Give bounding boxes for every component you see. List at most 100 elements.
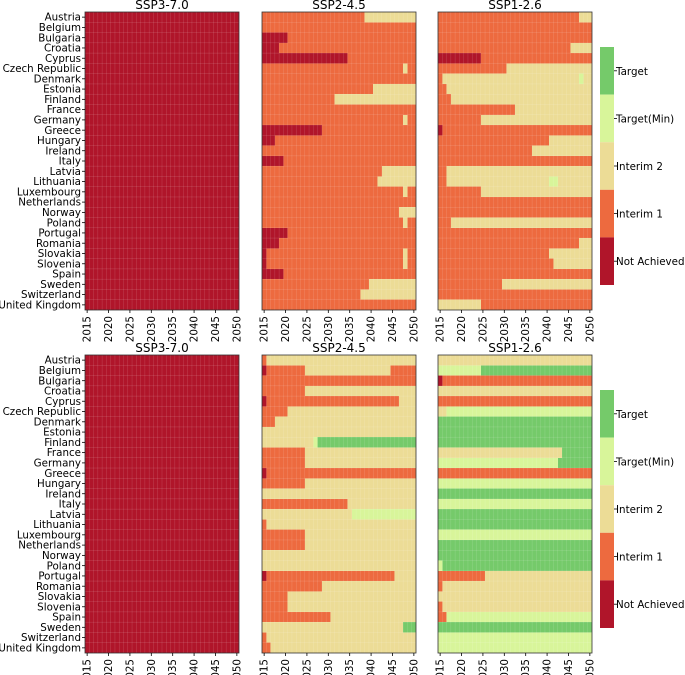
- cell-cyprus-2015-2050: [438, 396, 592, 407]
- cell-luxembourg-2049-2050: [407, 186, 416, 197]
- cell-gridlines: [262, 12, 416, 310]
- cell-france-2015-2050: [262, 104, 416, 115]
- cell-spain-2015-2050: [438, 268, 592, 280]
- cell-switzerland-2015-2050: [85, 632, 239, 643]
- cell-ireland-2037-2050: [532, 145, 592, 156]
- cell-bulgaria-2021-2050: [287, 32, 416, 43]
- cell-sweden-2015-2039: [262, 279, 369, 290]
- y-tick-label: Romania: [36, 238, 81, 250]
- cell-spain-2017-2050: [446, 611, 592, 623]
- y-tick-label: Belgium: [39, 22, 81, 34]
- cell-poland-2015-2050: [85, 217, 239, 228]
- y-tick-label: Germany: [34, 114, 81, 126]
- cell-hungary-2015-2040: [438, 135, 550, 146]
- cell-netherlands-2015-2024: [262, 539, 305, 551]
- cell-norway-2015-2050: [438, 207, 592, 218]
- cell-netherlands-2025-2050: [304, 539, 416, 551]
- cell-gridlines: [438, 355, 592, 653]
- y-tick-label: France: [47, 447, 81, 459]
- cell-germany-2025-2050: [480, 114, 592, 126]
- cell-romania-2015-2015: [438, 581, 443, 592]
- cell-latvia-2036-2050: [351, 509, 416, 520]
- cell-finland-2015-2050: [85, 437, 239, 448]
- x-tick-label: 2030: [146, 316, 158, 342]
- x-tick-label: 2050: [231, 659, 243, 675]
- colorbar-swatch: [600, 142, 614, 190]
- cell-france-2025-2050: [304, 447, 416, 458]
- y-tick-label: Austria: [45, 12, 81, 24]
- cell-latvia-2043-2050: [381, 166, 416, 177]
- cell-finland-2015-2017: [438, 94, 451, 105]
- cell-romania-2019-2050: [279, 238, 416, 249]
- y-tick-label: Cyprus: [45, 396, 81, 408]
- cell-cyprus-2015-2024: [438, 53, 481, 64]
- y-tick-label: Lithuania: [33, 519, 81, 531]
- panel-title: SSP2-4.5: [312, 341, 366, 355]
- cell-sweden-2015-2050: [85, 622, 239, 633]
- cell-finland-2032-2050: [334, 94, 416, 105]
- y-tick-label: Greece: [44, 125, 81, 137]
- cell-norway-2015-2050: [438, 550, 592, 561]
- cell-greece-2015-2050: [85, 125, 239, 136]
- cell-greece-2016-2050: [442, 125, 592, 136]
- panel-title: SSP1-2.6: [488, 0, 542, 12]
- y-tick-label: Finland: [44, 94, 81, 106]
- y-tick-label: Spain: [52, 612, 81, 624]
- cell-norway-2015-2050: [85, 207, 239, 218]
- cell-czech-republic-2015-2050: [85, 406, 239, 417]
- x-tick-label: 2015: [435, 659, 447, 675]
- panel-title: SSP3-7.0: [135, 341, 189, 355]
- heatmap-panel-bottom-SSP3-7.0: SSP3-7.0 AustriaBelgiumBulgariaCroatiaCyp…: [0, 341, 243, 675]
- cell-bulgaria-2015-2050: [85, 32, 239, 43]
- y-tick-label: Spain: [52, 269, 81, 281]
- x-tick-label: 2025: [124, 316, 136, 342]
- y-tick-label: United Kingdom: [0, 299, 81, 311]
- cell-switzerland-2015-2015: [262, 632, 267, 643]
- cell-slovakia-2016-2047: [266, 248, 404, 259]
- y-tick-label: Portugal: [38, 228, 81, 240]
- cell-lithuania-2041-2042: [549, 176, 558, 187]
- heatmap-panel-top-SSP1-2.6: SSP1-2.6 2015 2020 2025 2030 2035 2040 2045 2050: [435, 0, 597, 342]
- cell-sweden-2048-2050: [403, 622, 416, 633]
- x-tick-label: 2030: [499, 316, 511, 342]
- cell-gridlines: [85, 355, 239, 653]
- y-tick-label: United Kingdom: [0, 642, 81, 654]
- cell-belgium-2016-2024: [266, 365, 305, 376]
- cell-austria-2016-2050: [266, 355, 416, 366]
- cell-poland-2016-2050: [442, 560, 592, 571]
- cell-belgium-2015-2050: [438, 22, 592, 33]
- x-tick-label: 2020: [103, 316, 115, 342]
- colorbar-label: Not Achieved: [616, 599, 685, 611]
- cell-hungary-2041-2050: [549, 135, 592, 146]
- cell-lithuania-2015-2015: [262, 519, 267, 530]
- cell-slovakia-2015-2050: [85, 591, 239, 602]
- cell-finland-2015-2050: [438, 437, 592, 448]
- cell-cyprus-2015-2015: [262, 396, 267, 407]
- y-tick-label: Estonia: [43, 84, 81, 96]
- cell-sweden-2015-2050: [85, 279, 239, 290]
- cell-norway-2047-2050: [398, 207, 416, 218]
- colorbar-swatch: [600, 390, 614, 438]
- cell-united-kingdom-2015-2050: [85, 642, 239, 653]
- colorbar-label: Target: [615, 409, 648, 421]
- x-tick-label: 2030: [146, 659, 158, 675]
- x-tick-label: 2045: [387, 316, 399, 342]
- cell-lithuania-2015-2016: [438, 176, 447, 187]
- cell-poland-2049-2050: [407, 217, 416, 228]
- cell-ireland-2015-2036: [438, 145, 533, 156]
- cell-belgium-2045-2050: [390, 365, 416, 376]
- cell-lithuania-2042-2050: [377, 176, 416, 187]
- x-tick-label: 2035: [167, 316, 179, 342]
- cell-latvia-2015-2016: [438, 166, 447, 177]
- y-tick-label: France: [47, 104, 81, 116]
- cell-estonia-2015-2050: [85, 83, 239, 95]
- heatmap-cells: [85, 355, 239, 653]
- cell-estonia-2041-2050: [373, 83, 416, 95]
- cell-cyprus-2016-2046: [266, 396, 399, 407]
- cell-spain-2015-2050: [85, 268, 239, 280]
- x-tick-label: 2050: [408, 659, 420, 675]
- cell-romania-2048-2050: [579, 238, 592, 249]
- cell-latvia-2015-2050: [438, 509, 592, 520]
- cell-croatia-2015-2050: [85, 385, 239, 397]
- x-tick-label: 2040: [542, 659, 554, 675]
